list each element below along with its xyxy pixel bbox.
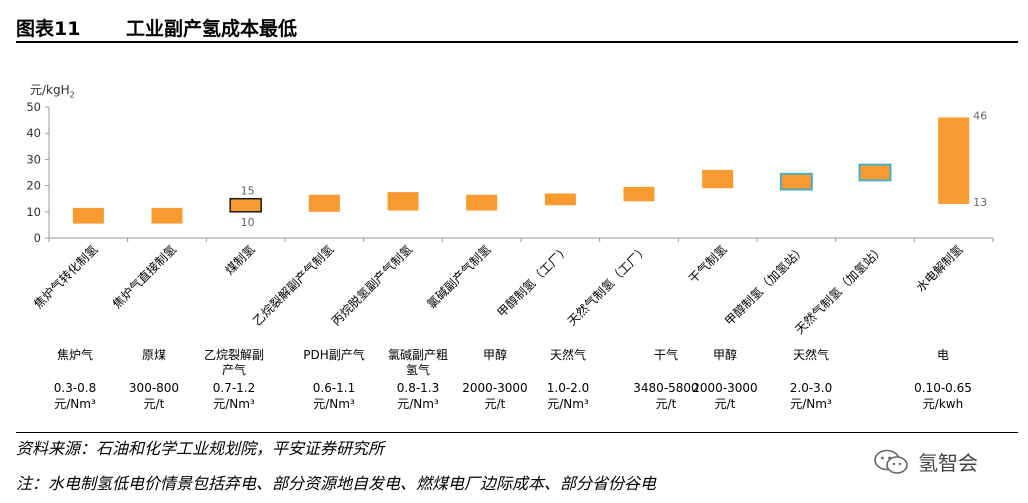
y-tick-label: 0 bbox=[34, 231, 41, 245]
category-label: 氯碱副产气制氢 bbox=[424, 242, 494, 312]
feedstock-price-range: 0.7-1.2 bbox=[212, 381, 256, 395]
y-axis-unit: 元/kgH2 bbox=[30, 81, 75, 99]
feedstock-price: 3480-5800 元/t bbox=[628, 380, 704, 412]
feedstock-price: 0.7-1.2 元/Nm³ bbox=[192, 380, 276, 412]
feedstock-name: PDH副产气 bbox=[303, 348, 365, 362]
data-label-high: 15 bbox=[241, 185, 255, 198]
category-label: 煤制氢 bbox=[222, 242, 258, 278]
y-axis-unit-text: 元/kgH bbox=[30, 83, 70, 97]
feedstock-price-unit: 元/t bbox=[714, 397, 736, 411]
range-bar bbox=[623, 186, 655, 202]
feedstock-price-unit: 元/Nm³ bbox=[547, 397, 589, 411]
range-bar bbox=[466, 194, 498, 211]
feedstock-price-range: 300-800 bbox=[128, 381, 180, 395]
feedstock-name: 天然气 bbox=[549, 348, 586, 362]
feedstock-price-unit: 元/t bbox=[484, 397, 506, 411]
category-label: 甲醇制氢（工厂） bbox=[494, 242, 572, 320]
feedstock-price-unit: 元/Nm³ bbox=[313, 397, 355, 411]
range-bar bbox=[858, 163, 892, 182]
data-label-low: 13 bbox=[973, 196, 987, 209]
range-bar bbox=[702, 169, 734, 189]
feedstock-price: 0.10-0.65 元/kwh bbox=[901, 380, 985, 412]
category-label: 乙烷裂解副产气制氢 bbox=[249, 242, 336, 329]
feedstock-name: 甲醇 bbox=[712, 348, 737, 362]
figure-header: 图表11 工业副产氢成本最低 bbox=[16, 10, 1016, 42]
feedstock-name: 干气 bbox=[653, 348, 678, 362]
figure-title: 工业副产氢成本最低 bbox=[126, 18, 298, 40]
feedstock-name: 原煤 bbox=[141, 348, 166, 362]
feedstock-price: 2.0-3.0 元/Nm³ bbox=[772, 380, 850, 412]
range-bar bbox=[229, 197, 262, 213]
range-bar bbox=[938, 117, 970, 204]
category-label: 水电解制氢 bbox=[913, 242, 966, 295]
category-label: 天然气制氢（加氢站） bbox=[792, 242, 887, 337]
data-label-high: 46 bbox=[973, 109, 987, 122]
chart-axes: 0 10 20 30 40 50 bbox=[26, 100, 994, 245]
feedstock-name: 氯碱副产粗氢气 bbox=[387, 348, 448, 377]
category-label: 干气制氢 bbox=[685, 242, 730, 287]
source-text: 资料来源：石油和化学工业规划院，平安证券研究所 bbox=[16, 439, 385, 458]
feedstock-name: 电 bbox=[936, 348, 949, 362]
category-label: 丙烷脱氢副产气制氢 bbox=[328, 242, 415, 329]
range-bar bbox=[308, 194, 340, 212]
feedstock-price-range: 0.6-1.1 bbox=[312, 381, 356, 395]
range-chart: 0 10 20 30 40 50 15 10 46 13 焦炉气转化制氢 焦炉气直接制氢 煤制氢乙烷… bbox=[26, 100, 994, 337]
feedstock-price-range: 3480-5800 bbox=[633, 381, 699, 395]
y-tick-label: 20 bbox=[26, 179, 41, 193]
category-label: 甲醇制氢（加氢站） bbox=[721, 242, 808, 329]
data-label-low: 10 bbox=[241, 216, 255, 229]
feedstock-price-range: 0.8-1.3 bbox=[396, 381, 440, 395]
brand-logo: 氢智会 bbox=[872, 446, 1012, 476]
feedstock-price-unit: 元/Nm³ bbox=[397, 397, 439, 411]
range-bar bbox=[151, 207, 183, 224]
source-rule bbox=[16, 432, 1018, 433]
header-rule bbox=[16, 41, 1018, 43]
y-tick-label: 50 bbox=[26, 100, 41, 114]
range-bar bbox=[779, 172, 813, 191]
feedstock-price: 2000-3000 元/t bbox=[689, 380, 761, 412]
chart-data-labels: 15 10 46 13 bbox=[241, 109, 988, 228]
category-label: 天然气制氢（工厂） bbox=[564, 242, 651, 329]
y-tick-label: 40 bbox=[26, 126, 41, 140]
y-tick-label: 10 bbox=[26, 205, 41, 219]
brand-logo-text: 氢智会 bbox=[918, 451, 978, 475]
feedstock-price-unit: 元/Nm³ bbox=[54, 397, 96, 411]
feedstock-price: 0.8-1.3 元/Nm³ bbox=[379, 380, 457, 412]
feedstock-price-unit: 元/kwh bbox=[922, 397, 964, 411]
feedstock-price-unit: 元/Nm³ bbox=[213, 397, 255, 411]
chart-bars bbox=[72, 117, 970, 224]
feedstock-price: 0.3-0.8 元/Nm³ bbox=[40, 380, 110, 412]
feedstock-name: 天然气 bbox=[792, 348, 829, 362]
feedstock-name: 乙烷裂解副产气 bbox=[203, 348, 264, 377]
feedstock-price: 300-800 元/t bbox=[119, 380, 189, 412]
feedstock-price-range: 1.0-2.0 bbox=[546, 381, 590, 395]
range-bar bbox=[387, 192, 419, 211]
feedstock-price: 1.0-2.0 元/Nm³ bbox=[529, 380, 607, 412]
y-axis-unit-subscript: 2 bbox=[69, 90, 75, 100]
wechat-icon bbox=[874, 449, 908, 474]
category-label: 焦炉气直接制氢 bbox=[109, 242, 179, 312]
feedstock-name: 甲醇 bbox=[482, 348, 507, 362]
category-label: 焦炉气转化制氢 bbox=[30, 242, 100, 312]
figure-number: 图表11 bbox=[16, 18, 81, 40]
feedstock-name: 焦炉气 bbox=[56, 348, 93, 362]
feedstock-price-range: 0.3-0.8 bbox=[53, 381, 97, 395]
range-bar bbox=[72, 207, 104, 224]
feedstock-price-range: 2000-3000 bbox=[692, 381, 758, 395]
feedstock-price-unit: 元/Nm³ bbox=[790, 397, 832, 411]
feedstock-price-range: 2.0-3.0 bbox=[789, 381, 833, 395]
feedstock-price: 2000-3000 元/t bbox=[457, 380, 533, 412]
feedstock-price-range: 0.10-0.65 bbox=[914, 381, 972, 395]
y-tick-label: 30 bbox=[26, 152, 41, 166]
note-text: 注：水电制氢低电价情景包括弃电、部分资源地自发电、燃煤电厂边际成本、部分省份谷电 bbox=[16, 474, 657, 493]
feedstock-price-unit: 元/t bbox=[143, 397, 165, 411]
feedstock-price-unit: 元/t bbox=[655, 397, 677, 411]
range-bar bbox=[544, 193, 576, 206]
feedstock-price: 0.6-1.1 元/Nm³ bbox=[294, 380, 374, 412]
feedstock-price-range: 2000-3000 bbox=[462, 381, 528, 395]
